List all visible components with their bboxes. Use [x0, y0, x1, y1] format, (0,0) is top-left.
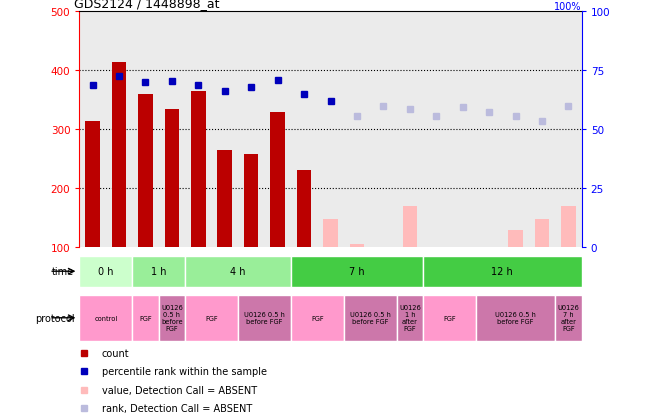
Text: 7 h: 7 h: [349, 266, 365, 277]
Text: time: time: [52, 266, 74, 277]
Bar: [508, 230, 523, 248]
Text: 100%: 100%: [554, 2, 582, 12]
Text: FGF: FGF: [139, 315, 152, 321]
Bar: [529, 12, 555, 248]
Bar: [423, 12, 449, 248]
Text: U0126
7 h
after
FGF: U0126 7 h after FGF: [558, 304, 579, 332]
Text: FGF: FGF: [311, 315, 324, 321]
Bar: [79, 12, 106, 248]
Bar: [79, 256, 132, 287]
Bar: [397, 295, 423, 341]
Bar: [132, 12, 159, 248]
Bar: [112, 62, 126, 248]
Text: U0126
0.5 h
before
FGF: U0126 0.5 h before FGF: [161, 304, 182, 332]
Bar: [264, 12, 291, 248]
Bar: [270, 112, 285, 248]
Bar: [85, 121, 100, 248]
Text: U0126
1 h
after
FGF: U0126 1 h after FGF: [399, 304, 420, 332]
Bar: [344, 12, 370, 248]
Text: FGF: FGF: [443, 315, 456, 321]
Bar: [79, 295, 132, 341]
Bar: [106, 12, 132, 248]
Text: control: control: [94, 315, 118, 321]
Bar: [291, 12, 317, 248]
Bar: [449, 12, 476, 248]
Bar: [191, 92, 206, 248]
Text: value, Detection Call = ABSENT: value, Detection Call = ABSENT: [102, 385, 257, 395]
Bar: [159, 295, 185, 341]
Bar: [555, 295, 582, 341]
Bar: [476, 12, 502, 248]
Bar: [212, 12, 238, 248]
Bar: [138, 95, 153, 248]
Bar: [165, 109, 179, 248]
Text: 1 h: 1 h: [151, 266, 167, 277]
Text: percentile rank within the sample: percentile rank within the sample: [102, 367, 267, 377]
Text: U0126 0.5 h
before FGF: U0126 0.5 h before FGF: [244, 311, 285, 325]
Bar: [159, 12, 185, 248]
Bar: [423, 295, 476, 341]
Text: GDS2124 / 1448898_at: GDS2124 / 1448898_at: [74, 0, 220, 10]
Bar: [244, 155, 258, 248]
Bar: [397, 12, 423, 248]
Bar: [403, 206, 417, 248]
Bar: [350, 245, 364, 248]
Bar: [291, 256, 423, 287]
Bar: [535, 220, 549, 248]
Bar: [423, 256, 582, 287]
Bar: [555, 12, 582, 248]
Bar: [185, 256, 291, 287]
Bar: [323, 220, 338, 248]
Bar: [317, 12, 344, 248]
Bar: [132, 295, 159, 341]
Text: U0126 0.5 h
before FGF: U0126 0.5 h before FGF: [350, 311, 391, 325]
Bar: [238, 12, 264, 248]
Text: U0126 0.5 h
before FGF: U0126 0.5 h before FGF: [495, 311, 536, 325]
Text: protocol: protocol: [34, 313, 74, 323]
Text: 4 h: 4 h: [230, 266, 246, 277]
Bar: [185, 295, 238, 341]
Bar: [502, 12, 529, 248]
Bar: [370, 12, 397, 248]
Text: rank, Detection Call = ABSENT: rank, Detection Call = ABSENT: [102, 403, 253, 413]
Text: 12 h: 12 h: [492, 266, 513, 277]
Text: FGF: FGF: [205, 315, 218, 321]
Text: 0 h: 0 h: [98, 266, 114, 277]
Bar: [217, 151, 232, 248]
Bar: [297, 170, 311, 248]
Bar: [238, 295, 291, 341]
Bar: [344, 295, 397, 341]
Bar: [476, 295, 555, 341]
Bar: [561, 206, 576, 248]
Text: count: count: [102, 348, 130, 358]
Bar: [185, 12, 212, 248]
Bar: [132, 256, 185, 287]
Bar: [291, 295, 344, 341]
